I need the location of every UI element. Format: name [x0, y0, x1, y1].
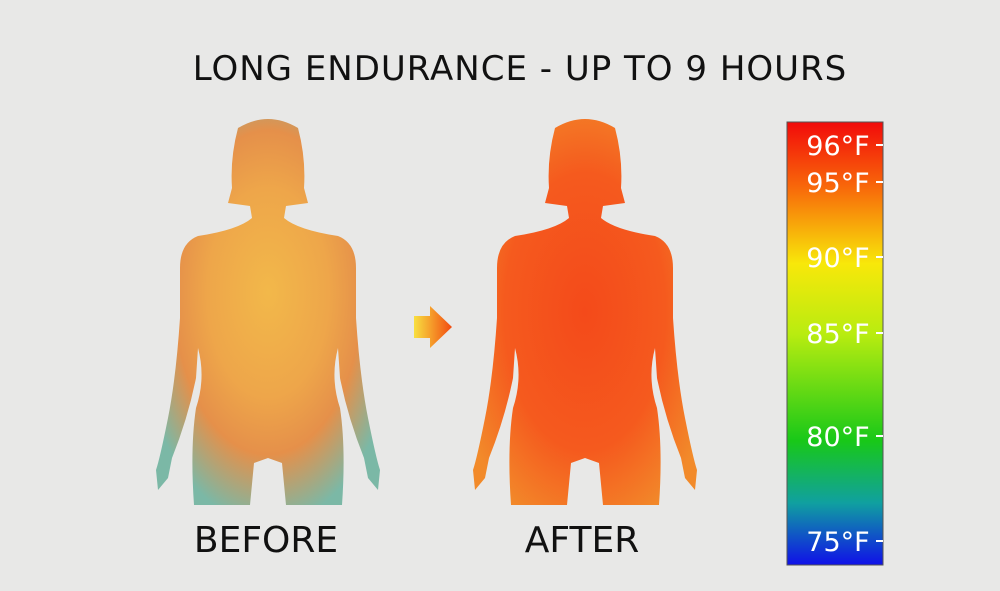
scale-label: 90°F [806, 243, 869, 274]
figure-label: AFTER [525, 520, 639, 561]
color-scale [786, 121, 884, 566]
arrow [414, 306, 452, 348]
scale-label: 96°F [806, 131, 869, 162]
before-silhouette [156, 119, 380, 505]
scale-label: 80°F [806, 422, 869, 453]
scale-label: 95°F [806, 168, 869, 199]
scale-label: 85°F [806, 319, 869, 350]
after-silhouette [473, 119, 697, 505]
scale-labels: 96°F 95°F 90°F 85°F 80°F 75°F [806, 131, 883, 558]
figure-label: BEFORE [194, 520, 338, 561]
scale-label: 75°F [806, 527, 869, 558]
title: LONG ENDURANCE - UP TO 9 HOURS [193, 49, 848, 89]
